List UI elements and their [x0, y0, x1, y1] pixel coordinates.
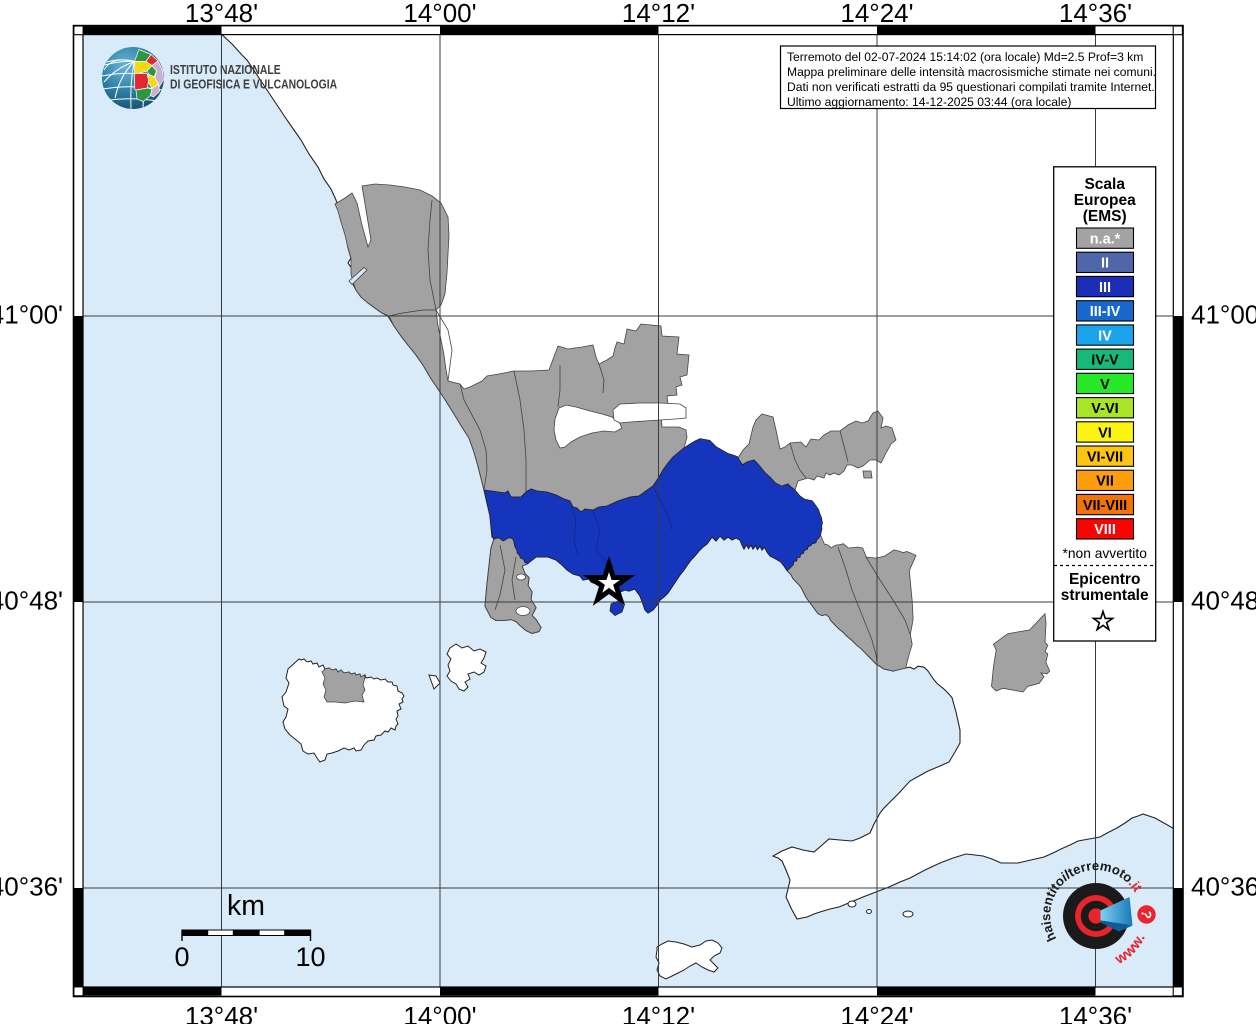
svg-text:14°12': 14°12'	[622, 1001, 695, 1024]
svg-text:Europea: Europea	[1074, 192, 1136, 209]
svg-text:V: V	[1100, 377, 1110, 393]
svg-text:13°48': 13°48'	[185, 0, 258, 28]
svg-text:(EMS): (EMS)	[1083, 208, 1127, 225]
svg-text:Ultimo aggiornamento: 14-12-20: Ultimo aggiornamento: 14-12-2025 03:44 (…	[787, 95, 1071, 109]
svg-text:41°00': 41°00'	[1191, 300, 1256, 330]
svg-text:14°00': 14°00'	[403, 0, 476, 28]
svg-text:V-VI: V-VI	[1091, 401, 1118, 417]
svg-text:strumentale: strumentale	[1061, 587, 1149, 604]
svg-text:40°36': 40°36'	[0, 872, 63, 902]
svg-text:40°36': 40°36'	[1191, 872, 1256, 902]
svg-text:14°24': 14°24'	[840, 1001, 913, 1024]
svg-text:14°00': 14°00'	[403, 1001, 476, 1024]
svg-text:40°48': 40°48'	[0, 586, 63, 616]
svg-text:14°36': 14°36'	[1059, 1001, 1132, 1024]
svg-text:II: II	[1101, 256, 1109, 272]
svg-text:14°12': 14°12'	[622, 0, 695, 28]
svg-text:VII: VII	[1096, 474, 1114, 490]
svg-text:IV: IV	[1098, 328, 1112, 344]
svg-text:III: III	[1099, 280, 1111, 296]
svg-text:km: km	[227, 890, 265, 922]
svg-text:Terremoto del 02-07-2024 15:14: Terremoto del 02-07-2024 15:14:02 (ora l…	[787, 50, 1143, 64]
svg-text:13°48': 13°48'	[185, 1001, 258, 1024]
svg-text:III-IV: III-IV	[1090, 304, 1121, 320]
svg-text:?: ?	[1138, 909, 1155, 920]
svg-text:VII-VIII: VII-VIII	[1083, 498, 1127, 514]
svg-text:40°48': 40°48'	[1191, 586, 1256, 616]
svg-text:Dati non verificati estratti d: Dati non verificati estratti da 95 quest…	[787, 80, 1155, 94]
svg-text:Mappa preliminare delle intens: Mappa preliminare delle intensità macros…	[787, 65, 1156, 79]
svg-text:n.a.*: n.a.*	[1090, 232, 1121, 248]
svg-text:Epicentro: Epicentro	[1069, 571, 1140, 588]
svg-text:10: 10	[295, 942, 325, 972]
svg-text:VI: VI	[1098, 425, 1112, 441]
svg-text:ISTITUTO NAZIONALE: ISTITUTO NAZIONALE	[170, 63, 281, 77]
svg-text:VIII: VIII	[1094, 522, 1116, 538]
svg-text:DI GEOFISICA E VULCANOLOGIA: DI GEOFISICA E VULCANOLOGIA	[170, 77, 338, 91]
svg-text:14°24': 14°24'	[840, 0, 913, 28]
svg-text:*non avvertito: *non avvertito	[1063, 546, 1148, 561]
svg-text:14°36': 14°36'	[1059, 0, 1132, 28]
svg-text:Scala: Scala	[1084, 176, 1125, 193]
svg-text:0: 0	[174, 942, 189, 972]
svg-text:41°00': 41°00'	[0, 300, 63, 330]
svg-text:IV-V: IV-V	[1091, 353, 1119, 369]
svg-text:VI-VII: VI-VII	[1087, 450, 1123, 466]
